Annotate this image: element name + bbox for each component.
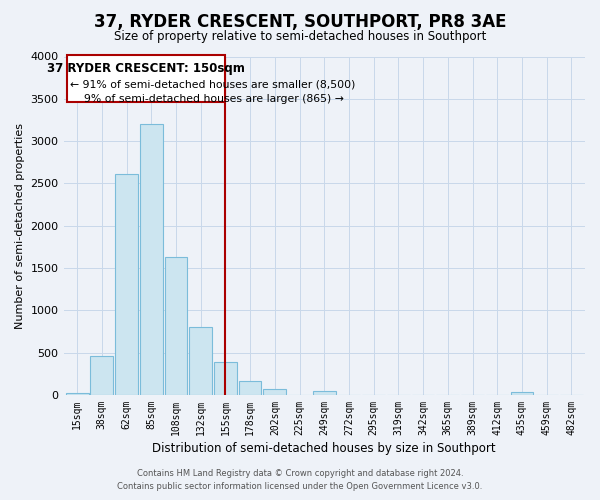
FancyBboxPatch shape — [67, 55, 226, 102]
Text: ← 91% of semi-detached houses are smaller (8,500): ← 91% of semi-detached houses are smalle… — [70, 80, 355, 90]
Text: 9% of semi-detached houses are larger (865) →: 9% of semi-detached houses are larger (8… — [70, 94, 344, 104]
Bar — [190, 328, 212, 395]
Bar — [313, 390, 335, 395]
Bar — [214, 362, 237, 395]
Bar — [239, 382, 262, 395]
Bar — [66, 393, 89, 395]
Text: Size of property relative to semi-detached houses in Southport: Size of property relative to semi-detach… — [114, 30, 486, 43]
Bar — [91, 356, 113, 395]
Bar — [164, 257, 187, 395]
Text: Contains HM Land Registry data © Crown copyright and database right 2024.
Contai: Contains HM Land Registry data © Crown c… — [118, 470, 482, 491]
Y-axis label: Number of semi-detached properties: Number of semi-detached properties — [15, 122, 25, 328]
Text: 37, RYDER CRESCENT, SOUTHPORT, PR8 3AE: 37, RYDER CRESCENT, SOUTHPORT, PR8 3AE — [94, 12, 506, 30]
Text: 37 RYDER CRESCENT: 150sqm: 37 RYDER CRESCENT: 150sqm — [47, 62, 245, 76]
Bar — [511, 392, 533, 395]
Bar — [115, 174, 138, 395]
Bar — [263, 389, 286, 395]
X-axis label: Distribution of semi-detached houses by size in Southport: Distribution of semi-detached houses by … — [152, 442, 496, 455]
Bar — [140, 124, 163, 395]
